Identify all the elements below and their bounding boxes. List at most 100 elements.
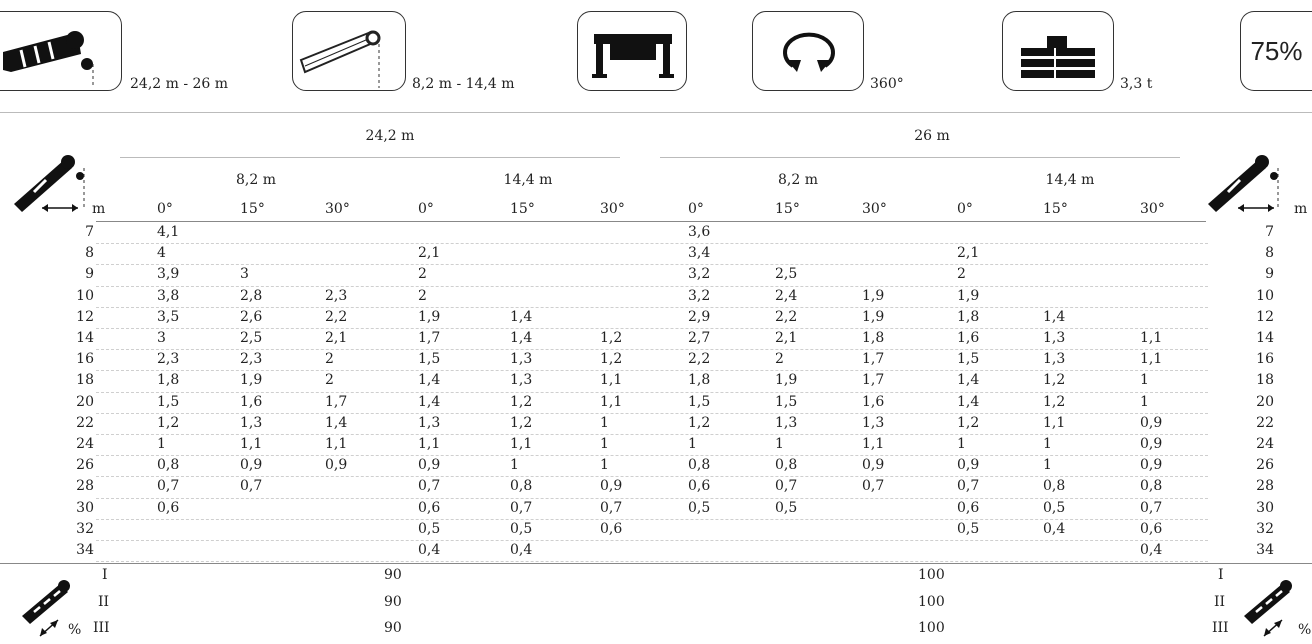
radius-label-left: 24: [64, 436, 94, 452]
rotation-label: 360°: [870, 76, 904, 92]
load-value-cell: 1,1: [1043, 415, 1065, 431]
load-value-cell: 0,8: [775, 457, 797, 473]
load-value-cell: 1,5: [957, 351, 979, 367]
load-value-cell: 0,7: [510, 500, 532, 516]
load-value-cell: 2: [325, 372, 334, 388]
radius-boom-icon-left: [8, 146, 92, 222]
row-divider: [96, 476, 1208, 477]
outrigger-icon: [577, 11, 687, 91]
row-divider: [96, 286, 1208, 287]
load-value-cell: 1,5: [157, 394, 179, 410]
load-value-cell: 1: [1043, 457, 1052, 473]
load-value-cell: 2: [775, 351, 784, 367]
load-value-cell: 1,3: [418, 415, 440, 431]
load-value-cell: 1,1: [1140, 351, 1162, 367]
load-value-cell: 1,7: [862, 351, 884, 367]
load-value-cell: 0,6: [600, 521, 622, 537]
load-value-cell: 1,4: [418, 372, 440, 388]
load-value-cell: 1,1: [862, 436, 884, 452]
inclination-value-right: 100: [918, 594, 945, 610]
boom-group-heading: 24,2 m: [350, 128, 430, 144]
load-value-cell: 2,1: [775, 330, 797, 346]
radius-label-right: 14: [1244, 330, 1274, 346]
load-value-cell: 1,9: [418, 309, 440, 325]
load-value-cell: 1,5: [775, 394, 797, 410]
section-label-left: II: [98, 594, 109, 610]
load-value-cell: 1,9: [957, 288, 979, 304]
load-value-cell: 2,9: [688, 309, 710, 325]
load-value-cell: 1,1: [325, 436, 347, 452]
percent-badge: 75%: [1240, 11, 1312, 91]
load-value-cell: 0,8: [1043, 478, 1065, 494]
angle-header: 30°: [862, 201, 887, 217]
load-value-cell: 1: [157, 436, 166, 452]
counterweight-label: 3,3 t: [1120, 76, 1152, 92]
load-value-cell: 1,7: [418, 330, 440, 346]
radius-label-left: 7: [64, 224, 94, 240]
load-value-cell: 1: [1140, 372, 1149, 388]
row-divider: [96, 413, 1208, 414]
radius-label-left: 28: [64, 478, 94, 494]
load-value-cell: 1,2: [1043, 372, 1065, 388]
jib-group-heading: 14,4 m: [1030, 172, 1110, 188]
load-value-cell: 1: [600, 415, 609, 431]
load-value-cell: 0,9: [1140, 436, 1162, 452]
load-value-cell: 1,9: [862, 309, 884, 325]
load-value-cell: 1: [775, 436, 784, 452]
load-value-cell: 1,4: [510, 330, 532, 346]
load-value-cell: 0,6: [688, 478, 710, 494]
load-value-cell: 1,3: [240, 415, 262, 431]
load-value-cell: 2,1: [325, 330, 347, 346]
load-value-cell: 1,2: [1043, 394, 1065, 410]
load-value-cell: 4,1: [157, 224, 179, 240]
load-value-cell: 2: [957, 266, 966, 282]
load-value-cell: 0,9: [325, 457, 347, 473]
load-value-cell: 3: [240, 266, 249, 282]
row-divider: [96, 349, 1208, 350]
load-value-cell: 0,4: [1140, 542, 1162, 558]
load-value-cell: 3,4: [688, 245, 710, 261]
jib-length-range-label: 8,2 m - 14,4 m: [412, 76, 515, 92]
footer-divider: [0, 563, 1312, 564]
radius-label-right: 22: [1244, 415, 1274, 431]
load-value-cell: 0,9: [240, 457, 262, 473]
load-value-cell: 2,2: [775, 309, 797, 325]
load-value-cell: 1,4: [418, 394, 440, 410]
load-value-cell: 1: [688, 436, 697, 452]
load-value-cell: 2,6: [240, 309, 262, 325]
load-value-cell: 1,2: [688, 415, 710, 431]
load-value-cell: 0,7: [775, 478, 797, 494]
group-divider: [120, 157, 620, 158]
load-value-cell: 2,1: [957, 245, 979, 261]
load-value-cell: 1,4: [957, 394, 979, 410]
angle-header: 15°: [775, 201, 800, 217]
radius-label-right: 24: [1244, 436, 1274, 452]
load-value-cell: 2,7: [688, 330, 710, 346]
radius-label-left: 18: [64, 372, 94, 388]
load-value-cell: 1,8: [157, 372, 179, 388]
load-value-cell: 2: [325, 351, 334, 367]
section-label-right: I: [1218, 567, 1224, 583]
load-value-cell: 0,6: [957, 500, 979, 516]
load-value-cell: 1,9: [775, 372, 797, 388]
load-value-cell: 1,7: [862, 372, 884, 388]
row-divider: [96, 455, 1208, 456]
load-value-cell: 0,7: [240, 478, 262, 494]
percent-symbol-left: %: [68, 622, 81, 638]
load-value-cell: 1: [600, 436, 609, 452]
load-value-cell: 1,4: [957, 372, 979, 388]
row-divider: [96, 540, 1208, 541]
load-value-cell: 1,3: [1043, 330, 1065, 346]
angle-header: 30°: [1140, 201, 1165, 217]
load-value-cell: 0,8: [157, 457, 179, 473]
angle-header: 0°: [418, 201, 434, 217]
load-value-cell: 0,7: [862, 478, 884, 494]
load-value-cell: 2,3: [240, 351, 262, 367]
section-label-right: III: [1212, 620, 1229, 636]
boom-group-heading: 26 m: [892, 128, 972, 144]
row-divider: [96, 328, 1208, 329]
load-value-cell: 2,2: [688, 351, 710, 367]
load-value-cell: 1,6: [240, 394, 262, 410]
angle-header: 15°: [510, 201, 535, 217]
load-value-cell: 0,9: [600, 478, 622, 494]
